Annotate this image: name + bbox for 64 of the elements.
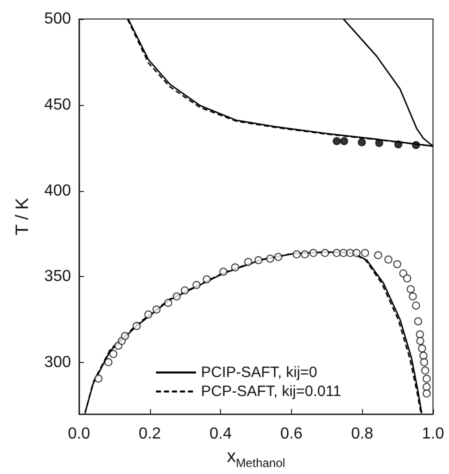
y-tick-label: 300 — [44, 354, 72, 372]
x-tick-label: 0.0 — [68, 426, 90, 443]
point — [244, 258, 252, 266]
point — [164, 298, 172, 307]
point — [144, 310, 152, 318]
x-tick-label: 0.6 — [280, 426, 303, 443]
point — [416, 330, 424, 338]
point — [406, 285, 415, 294]
point — [421, 366, 430, 374]
y-tick-label: 400 — [44, 182, 72, 200]
point — [346, 248, 354, 257]
point — [132, 322, 141, 330]
point — [394, 140, 402, 148]
point — [266, 254, 274, 263]
x-tick-label: 1.0 — [422, 426, 444, 443]
y-tick-label: 350 — [44, 268, 72, 286]
point — [422, 382, 431, 391]
point — [408, 292, 417, 300]
point — [202, 275, 211, 284]
point — [358, 138, 366, 146]
point — [384, 255, 392, 264]
point — [375, 139, 384, 148]
legend-label: PCIP-SAFT, kij=0 — [201, 364, 318, 381]
point — [152, 305, 161, 314]
point — [339, 248, 348, 257]
y-tick-label: 450 — [44, 96, 72, 114]
point — [416, 336, 424, 345]
point — [94, 374, 102, 383]
point — [420, 358, 428, 366]
point — [352, 248, 361, 257]
point — [393, 260, 402, 268]
point — [121, 332, 130, 340]
point — [192, 280, 201, 289]
point — [412, 302, 420, 310]
point — [422, 374, 431, 383]
point — [374, 251, 382, 260]
point — [321, 248, 330, 257]
point — [403, 274, 412, 282]
point — [418, 344, 426, 352]
point — [219, 268, 228, 276]
point — [309, 248, 318, 257]
point — [412, 141, 420, 150]
point — [419, 352, 428, 360]
point — [422, 389, 431, 398]
point — [300, 250, 309, 258]
x-tick-label: 0.4 — [209, 426, 232, 443]
point — [109, 350, 118, 358]
point — [180, 286, 189, 294]
point — [414, 317, 422, 326]
point — [254, 256, 262, 264]
point — [361, 248, 370, 257]
point — [274, 252, 282, 261]
point — [332, 248, 341, 257]
point — [332, 137, 341, 146]
point — [340, 137, 348, 146]
legend-label: PCP-SAFT, kij=0.011 — [201, 383, 342, 400]
point — [172, 292, 181, 300]
point — [292, 250, 301, 258]
point — [104, 358, 112, 366]
point — [231, 263, 240, 272]
x-tick-label: 0.2 — [138, 426, 162, 443]
x-tick-label: 0.8 — [351, 426, 374, 443]
y-axis-title: T / K — [12, 198, 32, 236]
y-tick-label: 500 — [44, 10, 72, 28]
